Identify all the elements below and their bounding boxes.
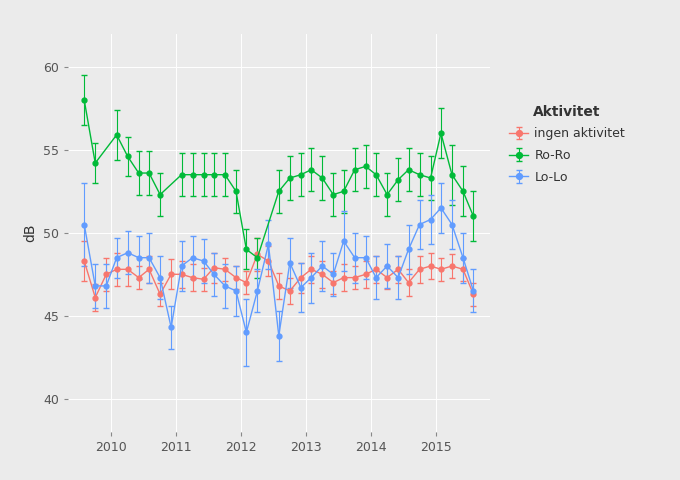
Legend: ingen aktivitet, Ro-Ro, Lo-Lo: ingen aktivitet, Ro-Ro, Lo-Lo: [505, 100, 630, 189]
Y-axis label: dB: dB: [23, 224, 37, 242]
